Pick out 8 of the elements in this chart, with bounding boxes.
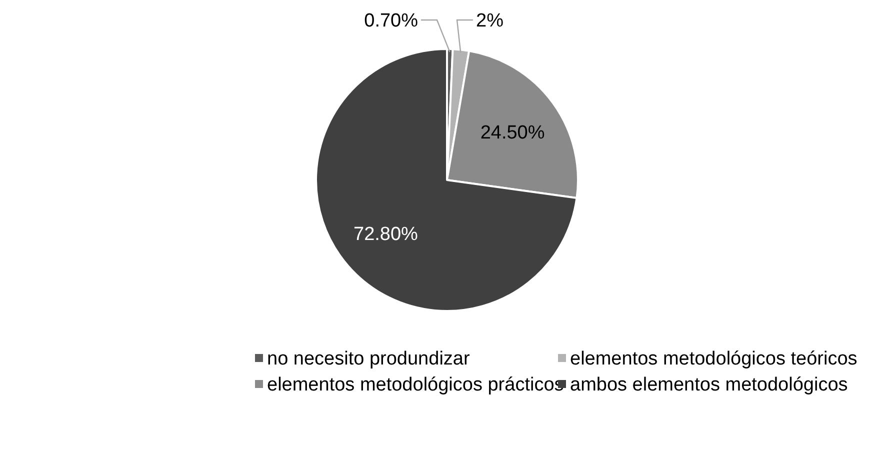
- data-label: 0.70%: [364, 10, 418, 32]
- legend-label: elementos metodológicos teóricos: [570, 348, 858, 370]
- legend-label: ambos elementos metodológicos: [570, 374, 848, 396]
- data-label: 72.80%: [354, 224, 418, 245]
- data-label: 24.50%: [480, 122, 545, 144]
- legend-label: no necesito produndizar: [267, 348, 470, 370]
- legend-label: elementos metodológicos prácticos: [267, 374, 564, 396]
- data-label: 2%: [476, 10, 504, 32]
